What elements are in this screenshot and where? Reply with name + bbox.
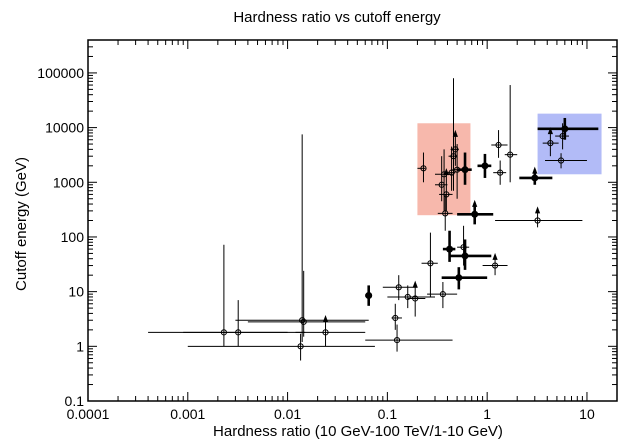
y-tick-label: 10000 [45,120,84,136]
limit-arrow [443,168,449,176]
data-point-errors [457,225,470,266]
data-point-errors [437,194,453,231]
data-point-open [460,244,467,251]
data-point-open [547,140,554,147]
data-point-open [412,295,419,302]
y-tick-label: 1 [76,338,84,354]
data-point-open [404,293,411,301]
data-point-open [297,343,304,350]
limit-arrow [452,129,458,137]
data-point-filled [461,166,469,174]
limit-arrow [322,314,329,322]
y-tick-label: 100000 [37,65,84,81]
data-point-open [534,217,541,224]
data-point-filled [481,162,489,170]
data-point-open [497,169,504,176]
data-point-open [450,153,457,160]
data-point-errors [187,333,375,361]
limit-arrow [547,127,553,135]
data-point-errors [427,282,458,309]
data-point-open [439,291,446,298]
data-point-open [448,169,455,176]
data-point-open [322,329,329,336]
data-point-open [235,329,242,336]
data-point-filled [446,245,454,253]
data-point-open [442,210,449,217]
x-tick-label: 0.0001 [67,406,110,422]
data-point-errors [493,160,507,185]
data-point-open [392,314,399,322]
x-tick-label: 10 [579,406,595,422]
data-point-errors [407,280,426,317]
limit-arrow [534,206,541,214]
data-point-errors [504,85,518,183]
data-point-filled [531,174,539,182]
data-point-open [507,151,514,158]
data-point-open [443,191,450,198]
data-point-open [440,171,448,178]
axes: 0.0001 0.001 0.01 0.1 1 10 0.1 1 10 100 1000 10000 1… [37,39,618,422]
data-point-filled [365,291,373,299]
y-axis-label: Cutoff energy (GeV) [13,157,30,291]
data-point-errors [247,270,366,337]
data-point-filled [455,274,463,282]
x-tick-label: 0.1 [378,406,398,422]
data-point-errors [439,168,453,211]
data-point-errors [542,127,559,157]
x-tick-label: 0.001 [170,406,205,422]
data-point-filled [471,210,479,218]
data-point-errors [365,324,453,352]
data-point-open [393,336,401,344]
data-point-filled [461,252,469,260]
y-tick-label: 0.1 [65,393,85,409]
data-point-errors [382,275,418,301]
data-point-open [452,146,459,153]
x-axis-label: Hardness ratio (10 GeV-100 TeV/1-10 GeV) [213,423,503,440]
data-point-open [220,329,227,336]
data-point-errors [545,153,587,169]
data-point-errors [482,252,508,276]
data-point-errors [295,314,366,347]
data-point-open [454,166,461,173]
data-point-errors [183,300,288,347]
data-point-open [559,132,566,140]
chart-title: Hardness ratio vs cutoff energy [233,9,441,26]
data-point-open [420,165,427,172]
data-point-errors [391,303,402,330]
blue-region [537,113,602,175]
data-point-errors [441,267,488,290]
limit-arrow [412,280,418,288]
y-tick-label: 100 [61,229,85,245]
data-point-open [395,284,402,291]
data-point-open [557,157,565,164]
data-point-filled [561,125,569,133]
limit-arrow [492,252,498,260]
data-point-open [438,181,445,188]
data-point-open [491,262,499,269]
error-bars [148,78,599,361]
data-point-errors [421,232,438,297]
limit-arrow [532,166,538,174]
limit-arrow [472,199,478,207]
data-point-open [495,141,502,149]
x-tick-label: 0.01 [274,406,301,422]
data-point-errors [434,156,448,202]
data-point-open [427,260,434,267]
x-tick-label: 1 [483,406,491,422]
data-point-open [299,317,306,324]
data-point-errors [491,130,508,158]
y-tick-label: 1000 [53,174,84,190]
data-point-errors [387,285,435,309]
data-point-errors [235,134,369,342]
data-markers [220,125,569,350]
y-tick-label: 10 [68,284,84,300]
data-point-errors [495,206,583,228]
data-point-open [300,318,307,325]
